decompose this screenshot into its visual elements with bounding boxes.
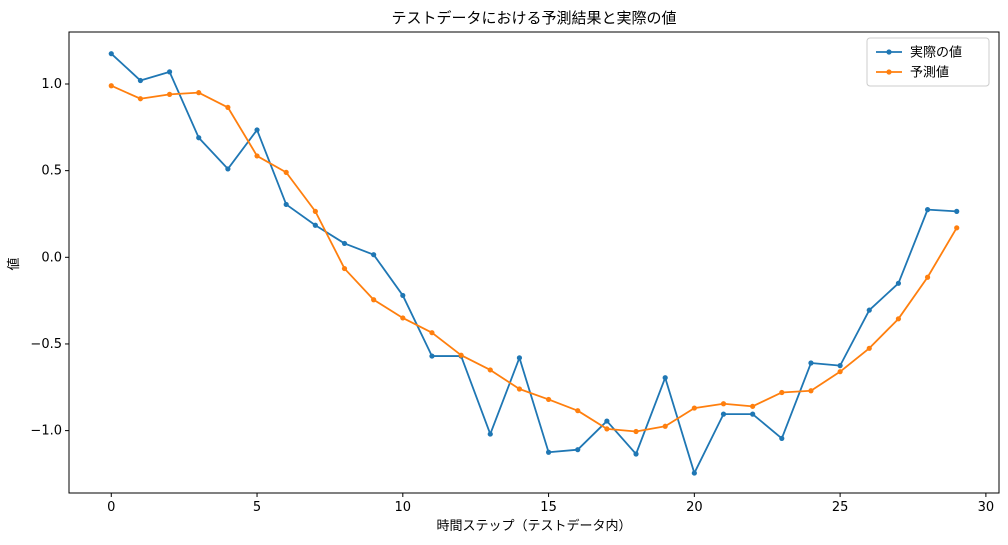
data-point bbox=[808, 388, 814, 394]
data-point bbox=[575, 447, 581, 453]
data-point bbox=[516, 355, 523, 361]
legend-label: 予測値 bbox=[910, 65, 949, 81]
data-point bbox=[312, 222, 318, 228]
data-point bbox=[516, 386, 523, 392]
data-point bbox=[866, 345, 872, 351]
data-point bbox=[837, 369, 843, 375]
x-tick-label: 15 bbox=[540, 500, 557, 515]
y-axis-label: 値 bbox=[6, 257, 22, 270]
data-point bbox=[779, 389, 785, 396]
series-predicted bbox=[108, 83, 960, 435]
y-tick-label: 1.0 bbox=[41, 77, 62, 92]
data-point bbox=[283, 169, 289, 175]
series-line bbox=[110, 53, 957, 474]
legend-item: 予測値 bbox=[876, 65, 949, 81]
x-tick-label: 30 bbox=[978, 500, 995, 515]
data-point bbox=[750, 411, 756, 417]
chart-title: テストデータにおける予測結果と実際の値 bbox=[391, 9, 676, 27]
data-point bbox=[312, 208, 318, 214]
data-point bbox=[487, 431, 493, 437]
legend-label: 実際の値 bbox=[910, 45, 962, 61]
x-tick-label: 5 bbox=[253, 500, 261, 515]
data-point bbox=[371, 252, 377, 258]
data-point bbox=[400, 292, 406, 299]
data-point bbox=[137, 96, 144, 102]
data-point bbox=[895, 280, 902, 286]
series-line bbox=[110, 84, 958, 433]
data-point bbox=[750, 403, 756, 409]
x-tick-label: 25 bbox=[832, 500, 849, 515]
data-point bbox=[662, 423, 668, 429]
data-point bbox=[429, 330, 435, 336]
data-point bbox=[225, 104, 231, 110]
data-point bbox=[691, 470, 697, 476]
legend-swatch-marker bbox=[886, 49, 892, 55]
series-actual bbox=[108, 51, 960, 476]
data-point bbox=[633, 428, 639, 435]
y-tick-label: 0.0 bbox=[41, 250, 62, 265]
data-point bbox=[720, 411, 727, 417]
data-point bbox=[429, 353, 435, 359]
data-point bbox=[400, 315, 406, 321]
data-point bbox=[108, 83, 114, 89]
data-point bbox=[779, 435, 785, 442]
data-point bbox=[691, 405, 697, 411]
x-axis-label: 時間ステップ（テストデータ内） bbox=[436, 518, 631, 534]
data-point bbox=[166, 69, 173, 75]
data-point bbox=[487, 367, 493, 373]
data-point bbox=[225, 166, 231, 172]
data-point bbox=[196, 90, 202, 96]
data-point bbox=[137, 77, 144, 84]
data-point bbox=[196, 135, 202, 141]
y-tick-label: −0.5 bbox=[30, 337, 62, 352]
legend-box bbox=[866, 37, 990, 87]
data-point bbox=[545, 396, 552, 403]
data-point bbox=[254, 153, 260, 159]
x-tick-label: 0 bbox=[107, 500, 115, 515]
data-point bbox=[108, 51, 114, 57]
data-point bbox=[604, 418, 610, 424]
data-point bbox=[604, 426, 610, 432]
data-point bbox=[924, 207, 931, 213]
data-point bbox=[633, 451, 639, 457]
axes: 0 5 10 15 20 25 30 −1.0 −0.5 0.0 0.5 1.0 bbox=[30, 31, 1000, 515]
data-point bbox=[341, 240, 348, 247]
data-point bbox=[545, 449, 552, 455]
data-point bbox=[575, 408, 581, 414]
x-tick-label: 20 bbox=[686, 500, 703, 515]
y-tick-label: −1.0 bbox=[30, 424, 62, 439]
data-point bbox=[371, 297, 377, 303]
data-point bbox=[720, 401, 727, 407]
plot-frame bbox=[68, 31, 1000, 494]
data-point bbox=[866, 307, 872, 313]
data-point bbox=[458, 352, 464, 358]
data-point bbox=[662, 375, 668, 381]
data-point bbox=[837, 363, 843, 369]
data-point bbox=[254, 127, 260, 133]
data-point bbox=[954, 225, 960, 231]
y-tick-label: 0.5 bbox=[41, 164, 62, 179]
legend-item: 実際の値 bbox=[876, 45, 962, 61]
data-point bbox=[895, 316, 902, 322]
x-tick-label: 10 bbox=[395, 500, 412, 515]
series-layer bbox=[108, 51, 960, 476]
data-point bbox=[808, 360, 814, 366]
data-point bbox=[954, 208, 960, 214]
data-point bbox=[924, 274, 931, 280]
legend-swatch-marker bbox=[886, 69, 892, 75]
data-point bbox=[283, 201, 289, 208]
data-point bbox=[166, 91, 173, 97]
data-point bbox=[341, 265, 348, 272]
